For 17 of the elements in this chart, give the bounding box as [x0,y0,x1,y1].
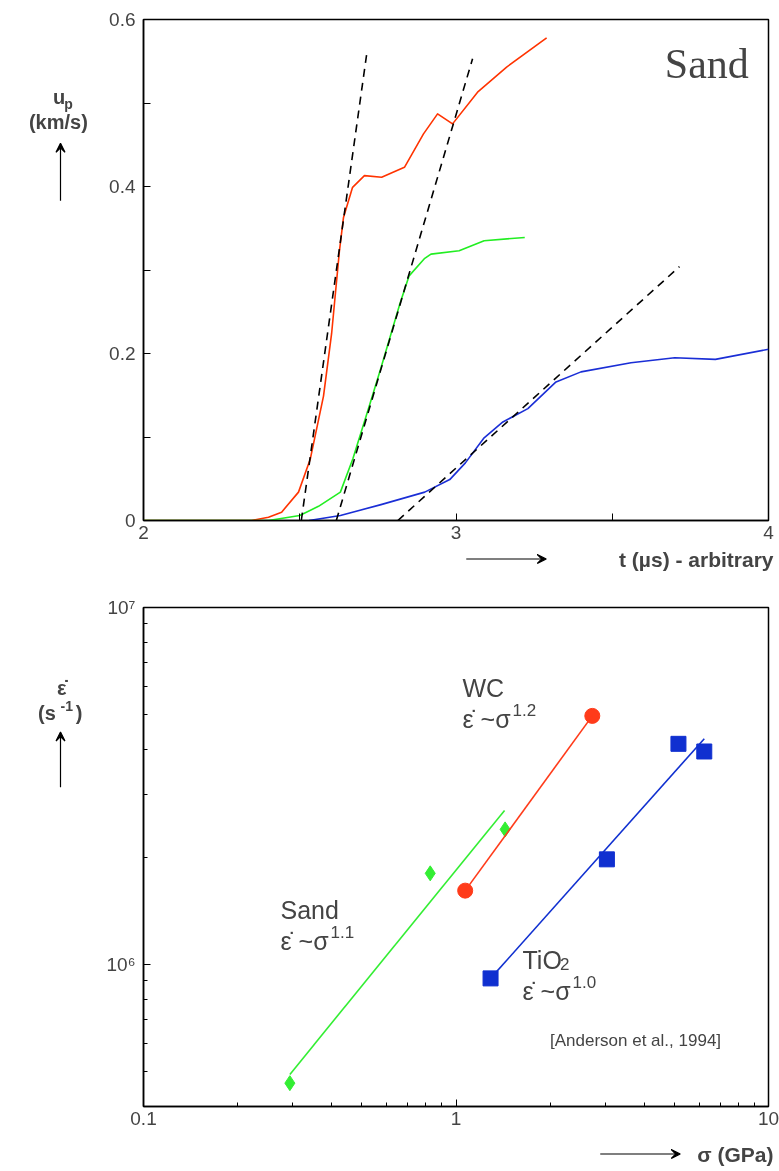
x-tick-label: 2 [138,521,149,543]
x-tick-label: 3 [450,521,462,543]
y-tick-label: 0 [124,510,136,531]
y-tick-label: 0.4 [109,176,136,197]
y-tick-label: 0.6 [109,9,136,30]
x-tick-label: 4 [763,521,775,543]
x-axis-title: t (µs) - arbitrary [619,547,774,571]
x-tick-label: 10 [757,1107,779,1129]
x-tick-label: 0.1 [130,1107,157,1129]
x-tick-label: 1 [450,1107,462,1129]
y-tick-label: 0.2 [109,343,136,364]
annotation: Sand [664,40,749,87]
y-tick-label: 10⁷ [107,597,136,618]
x-axis-title: σ (GPa) [697,1142,774,1166]
line-series [308,348,769,521]
annotation: [Anderson et al., 1994] [550,1030,722,1050]
y-tick-label: 10⁶ [106,953,136,975]
